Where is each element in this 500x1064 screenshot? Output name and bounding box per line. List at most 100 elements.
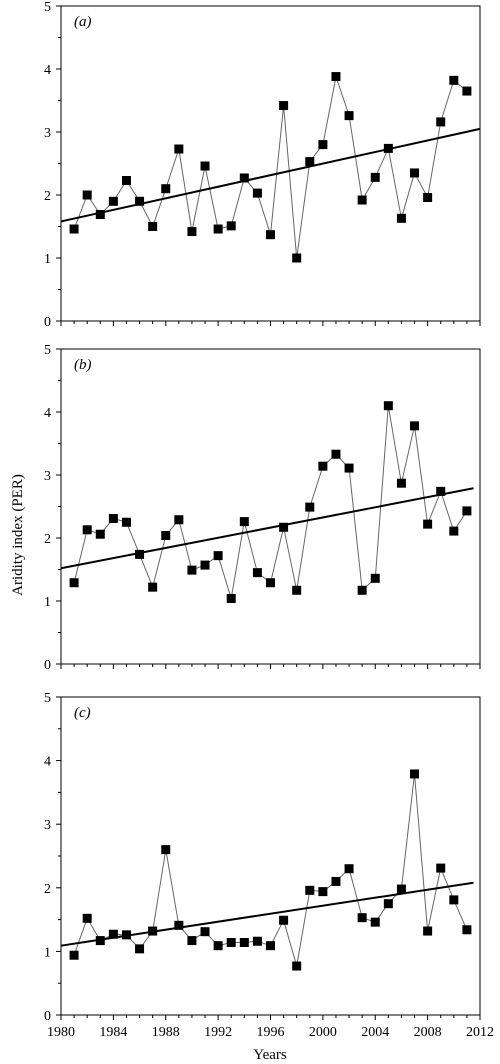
data-point	[82, 913, 92, 923]
data-point	[462, 506, 472, 516]
data-point	[187, 565, 197, 575]
panel-label: (c)	[74, 705, 91, 721]
trend-line	[60, 487, 474, 570]
panel-b: 0 1 2 3 4 5 (b)	[44, 343, 481, 673]
data-point	[174, 515, 184, 525]
y-tick-label: 4	[44, 63, 51, 78]
data-point	[213, 941, 223, 951]
data-point	[135, 196, 145, 206]
data-point	[200, 927, 210, 937]
data-point	[396, 213, 406, 223]
data-point	[331, 72, 341, 82]
data-point	[148, 926, 158, 936]
data-point	[148, 222, 158, 231]
data-point	[292, 585, 302, 595]
data-point	[396, 478, 406, 488]
data-point	[95, 210, 105, 220]
data-point	[200, 560, 210, 570]
data-point	[252, 936, 262, 946]
data-point	[279, 522, 289, 532]
data-point	[331, 449, 341, 459]
data-point	[82, 525, 92, 535]
y-tick-label: 4	[44, 406, 51, 421]
data-point	[449, 526, 459, 536]
data-point	[279, 915, 289, 925]
data-point	[187, 936, 197, 946]
y-tick-label: 0	[44, 1009, 51, 1024]
x-tick-label: 2000	[309, 1025, 337, 1040]
data-point	[410, 421, 420, 431]
data-point	[95, 936, 105, 946]
data-point	[370, 573, 380, 583]
data-point	[69, 950, 79, 960]
data-point	[423, 926, 433, 936]
data-point	[161, 184, 171, 194]
data-point	[449, 75, 459, 85]
data-point	[410, 168, 420, 178]
y-tick-label: 2	[44, 532, 51, 547]
data-point	[370, 917, 380, 927]
x-tick-label: 2008	[414, 1025, 442, 1040]
data-point	[305, 885, 315, 895]
data-point	[344, 463, 354, 473]
data-point	[121, 930, 131, 940]
y-tick-label: 3	[44, 818, 51, 833]
data-point	[148, 582, 158, 592]
x-tick-label: 1988	[152, 1025, 180, 1040]
data-point	[344, 111, 354, 121]
data-point	[318, 887, 328, 897]
y-tick-label: 2	[44, 189, 51, 204]
data-point	[462, 925, 472, 935]
data-point	[213, 551, 223, 561]
panel-label: (b)	[74, 357, 92, 373]
y-tick-label: 3	[44, 126, 51, 141]
data-point	[370, 172, 380, 182]
data-point	[135, 549, 145, 559]
data-point	[266, 230, 275, 240]
data-point	[82, 190, 92, 200]
series-line	[73, 405, 468, 599]
x-tick-label: 2012	[466, 1025, 494, 1040]
data-point	[318, 140, 328, 150]
y-tick-label: 0	[44, 658, 51, 673]
x-tick-label: 1996	[257, 1025, 285, 1040]
data-point	[69, 578, 79, 588]
data-point	[396, 884, 406, 894]
data-point	[161, 845, 171, 855]
data-point	[383, 143, 393, 153]
y-axis-title: Aridity index (PER)	[10, 474, 26, 596]
data-point	[331, 876, 341, 886]
data-point	[279, 101, 289, 111]
data-point	[436, 486, 446, 496]
y-tick-label: 0	[44, 315, 51, 330]
data-point	[226, 937, 236, 947]
data-point	[383, 401, 393, 411]
data-point	[174, 920, 184, 930]
data-point	[410, 769, 420, 779]
y-tick-label: 5	[44, 691, 51, 706]
y-tick-label: 2	[44, 882, 51, 897]
data-point	[305, 502, 315, 512]
data-point	[226, 221, 236, 231]
x-tick-label: 1980	[47, 1025, 75, 1040]
y-tick-label: 4	[44, 755, 51, 770]
data-point	[318, 461, 328, 471]
y-tick-label: 1	[44, 595, 51, 610]
series-line	[73, 773, 468, 967]
data-point	[187, 227, 197, 237]
data-point	[226, 593, 236, 603]
panel-a: 0 1 2 3 4 5 (a)	[44, 0, 481, 330]
data-point	[449, 895, 459, 905]
data-point	[462, 86, 472, 96]
data-point	[252, 188, 262, 198]
panel-c: 0 1 2 3 4 5 1980 1984 1988 1992 1996 2000 2004 2008 20…	[44, 691, 494, 1040]
x-axis-title: Years	[253, 1047, 287, 1063]
data-point	[305, 157, 315, 167]
data-point	[423, 519, 433, 529]
data-point	[266, 941, 275, 951]
plot-frame	[60, 5, 481, 322]
data-point	[121, 176, 131, 186]
x-tick-label: 2004	[361, 1025, 389, 1040]
data-point	[252, 568, 262, 578]
